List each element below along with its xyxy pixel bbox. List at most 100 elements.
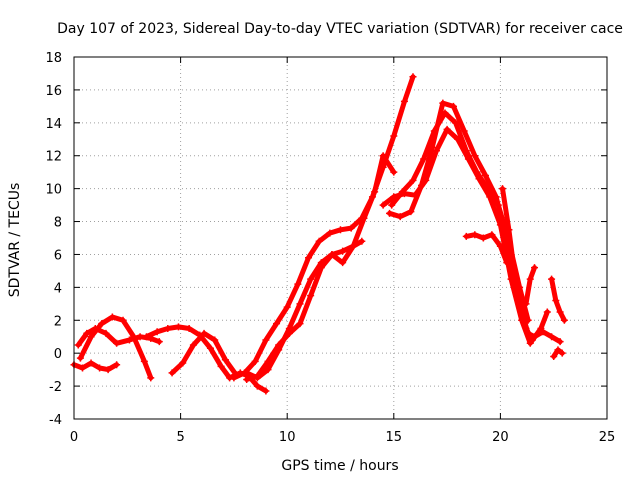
data-point-marker — [524, 329, 532, 337]
y-tick-label: 6 — [54, 248, 62, 263]
data-point-marker — [264, 366, 272, 374]
data-point-marker — [526, 275, 534, 283]
data-point-marker — [503, 259, 511, 267]
data-point-marker — [371, 188, 379, 196]
data-point-marker — [388, 201, 396, 209]
data-point-marker — [147, 374, 155, 382]
data-point-marker — [518, 308, 526, 316]
y-tick-label: 8 — [54, 216, 62, 231]
data-point-marker — [104, 366, 112, 374]
data-point-marker — [285, 329, 293, 337]
data-point-marker — [168, 369, 176, 377]
data-point-marker — [140, 357, 148, 365]
data-point-marker — [262, 336, 270, 344]
x-tick-label: 0 — [70, 430, 78, 445]
data-point-marker — [543, 308, 551, 316]
data-point-marker — [409, 73, 417, 81]
x-axis-label: GPS time / hours — [281, 458, 398, 474]
data-point-marker — [464, 155, 472, 163]
data-point-marker — [396, 213, 404, 221]
data-point-marker — [339, 259, 347, 267]
series-track-15 — [550, 346, 566, 360]
data-point-marker — [243, 376, 251, 384]
y-tick-label: 0 — [54, 347, 62, 362]
data-point-marker — [262, 387, 270, 395]
data-point-marker — [481, 171, 489, 179]
data-point-marker — [486, 193, 494, 201]
data-point-marker — [326, 229, 334, 237]
data-point-marker — [283, 303, 291, 311]
data-point-marker — [179, 359, 187, 367]
data-point-marker — [305, 254, 313, 262]
data-point-marker — [155, 338, 163, 346]
series-track-13 — [522, 264, 539, 308]
data-point-marker — [420, 155, 428, 163]
data-point-marker — [390, 168, 398, 176]
data-point-marker — [317, 264, 325, 272]
data-point-marker — [315, 237, 323, 245]
data-point-marker — [552, 297, 560, 305]
plot-frame — [73, 56, 608, 420]
x-tick-label: 15 — [386, 430, 403, 445]
data-point-marker — [531, 264, 539, 272]
data-point-marker — [386, 209, 394, 217]
data-point-marker — [499, 185, 507, 193]
data-point-marker — [87, 333, 95, 341]
data-point-marker — [428, 144, 436, 151]
data-point-marker — [174, 323, 182, 331]
data-point-marker — [113, 361, 121, 369]
data-point-marker — [522, 300, 530, 308]
x-tick-label: 20 — [492, 430, 509, 445]
data-point-marker — [548, 333, 556, 341]
data-point-marker — [337, 226, 344, 234]
data-point-marker — [142, 333, 150, 341]
data-point-marker — [98, 320, 106, 328]
data-point-marker — [230, 374, 238, 382]
data-point-marker — [531, 333, 539, 341]
series-line — [549, 276, 567, 323]
data-point-marker — [548, 275, 556, 283]
x-tick-label: 5 — [176, 430, 184, 445]
data-point-marker — [492, 193, 500, 201]
data-point-marker — [379, 152, 387, 160]
series-track-1 — [76, 313, 155, 382]
data-point-marker — [449, 102, 457, 110]
data-point-marker — [296, 320, 304, 328]
data-point-marker — [411, 191, 419, 199]
data-point-marker — [556, 338, 564, 346]
data-point-marker — [526, 339, 534, 347]
data-point-marker — [294, 280, 302, 288]
data-point-marker — [471, 231, 479, 239]
data-point-marker — [119, 316, 127, 324]
data-point-marker — [339, 247, 347, 255]
series-line — [169, 238, 365, 381]
data-point-marker — [264, 357, 272, 365]
axis-ticks: 0 5 10 15 20 25 -4 -2 0 2 4 6 8 10 12 14 16 18 — [45, 51, 615, 445]
data-point-marker — [432, 147, 440, 155]
data-point-marker — [307, 292, 315, 300]
data-point-marker — [211, 336, 219, 344]
data-point-marker — [153, 328, 161, 336]
data-point-marker — [125, 336, 133, 344]
data-point-marker — [76, 354, 84, 362]
y-tick-label: 12 — [45, 150, 62, 165]
data-point-marker — [409, 176, 417, 184]
series-line — [77, 314, 154, 381]
data-point-marker — [511, 275, 519, 283]
data-point-marker — [189, 341, 197, 349]
series-track-2 — [70, 359, 121, 374]
data-point-marker — [422, 176, 430, 184]
chart-title: Day 107 of 2023, Sidereal Day-to-day VTE… — [57, 21, 623, 37]
data-point-marker — [349, 242, 357, 250]
data-point-marker — [74, 341, 82, 349]
data-point-marker — [200, 329, 208, 337]
data-point-marker — [360, 214, 368, 222]
series-track-11 — [462, 231, 511, 267]
data-point-marker — [136, 333, 144, 341]
data-series — [70, 73, 568, 395]
series-track-14 — [548, 275, 568, 324]
data-point-marker — [206, 344, 214, 352]
y-tick-label: -2 — [49, 380, 62, 395]
data-point-marker — [479, 234, 487, 242]
